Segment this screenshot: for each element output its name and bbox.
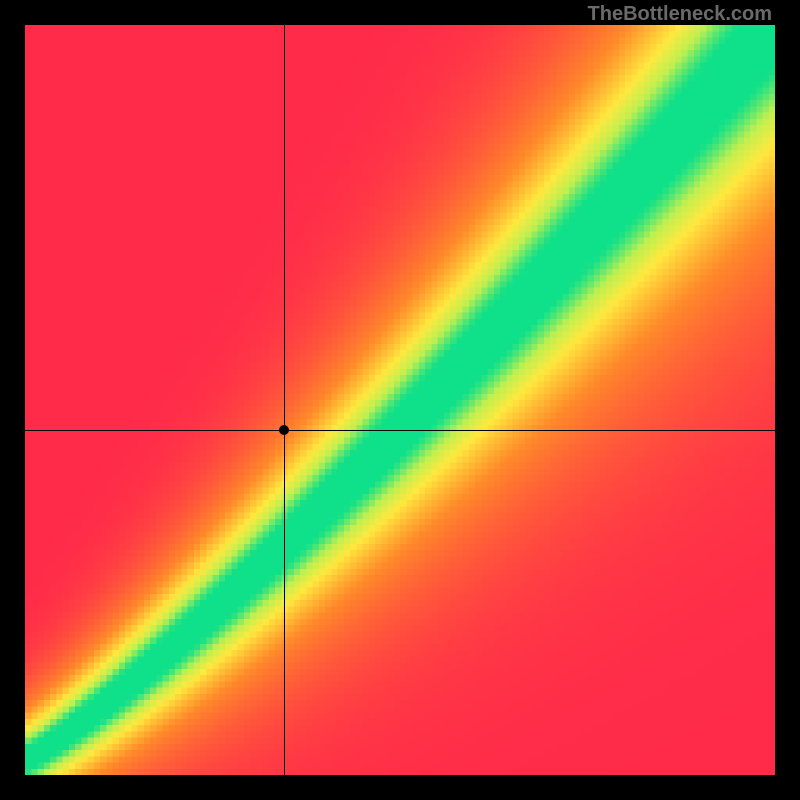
watermark-text: TheBottleneck.com	[588, 3, 772, 26]
bottleneck-heatmap	[25, 25, 775, 775]
heatmap-canvas	[25, 25, 775, 775]
crosshair-dot	[279, 425, 289, 435]
crosshair-vertical	[284, 25, 285, 775]
crosshair-horizontal	[25, 430, 775, 431]
